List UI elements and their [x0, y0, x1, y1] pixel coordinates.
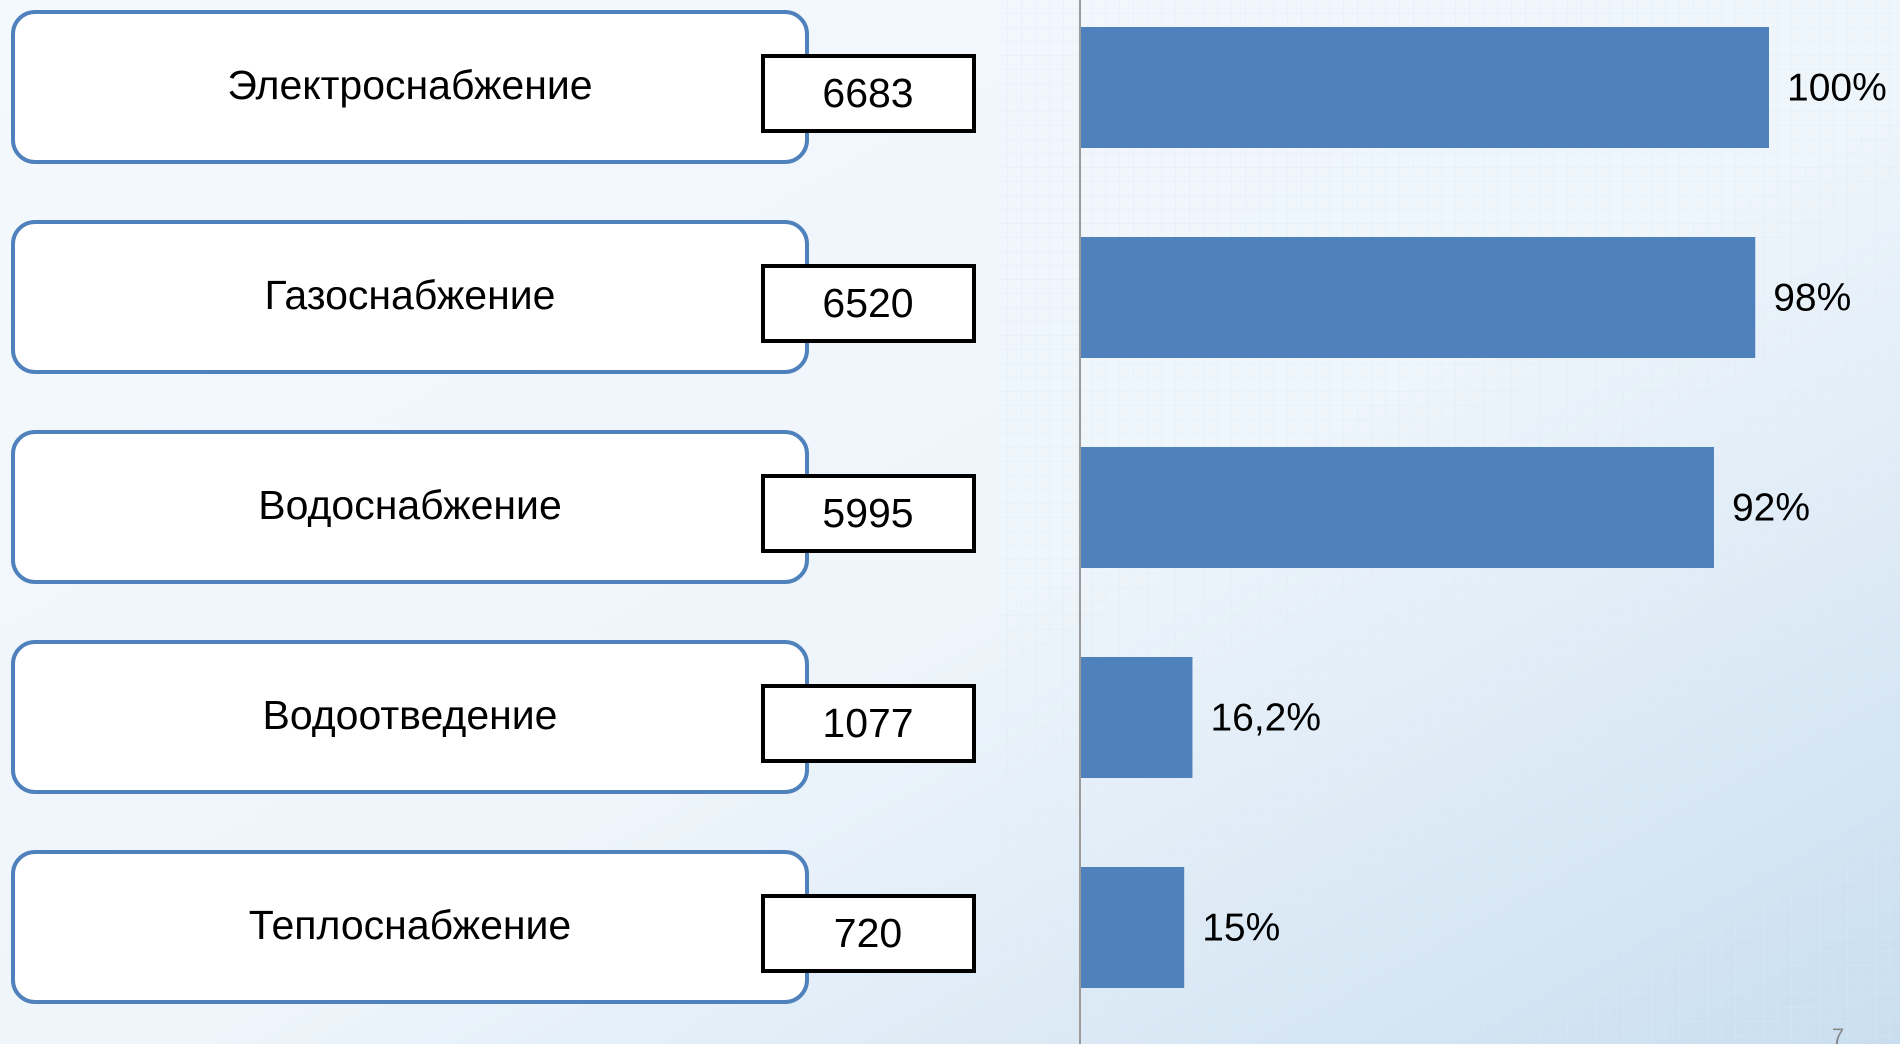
- value-label: 98%: [1773, 276, 1851, 319]
- bar: [1081, 657, 1193, 778]
- count-box: [761, 264, 976, 343]
- value-label: 15%: [1202, 906, 1280, 949]
- category-label: Водоотведение: [263, 692, 558, 738]
- category-label: Электроснабжение: [227, 62, 592, 108]
- count-label: 5995: [822, 490, 913, 536]
- value-label: 100%: [1787, 66, 1887, 109]
- category-label: Водоснабжение: [258, 482, 562, 528]
- bar: [1081, 867, 1185, 988]
- count-box: [761, 684, 976, 763]
- count-label: 6520: [822, 280, 913, 326]
- category-label: Теплоснабжение: [249, 902, 571, 948]
- count-box: [761, 474, 976, 553]
- count-label: 1077: [822, 700, 913, 746]
- count-label: 6683: [822, 70, 913, 116]
- category-label: Газоснабжение: [265, 272, 556, 318]
- bar: [1081, 237, 1756, 358]
- value-label: 92%: [1732, 486, 1810, 529]
- count-label: 720: [834, 910, 902, 956]
- value-label: 16,2%: [1210, 696, 1321, 739]
- bar: [1081, 447, 1714, 568]
- count-box: [761, 54, 976, 133]
- page-number: 7: [1832, 1024, 1844, 1044]
- bar: [1081, 27, 1769, 148]
- count-box: [761, 894, 976, 973]
